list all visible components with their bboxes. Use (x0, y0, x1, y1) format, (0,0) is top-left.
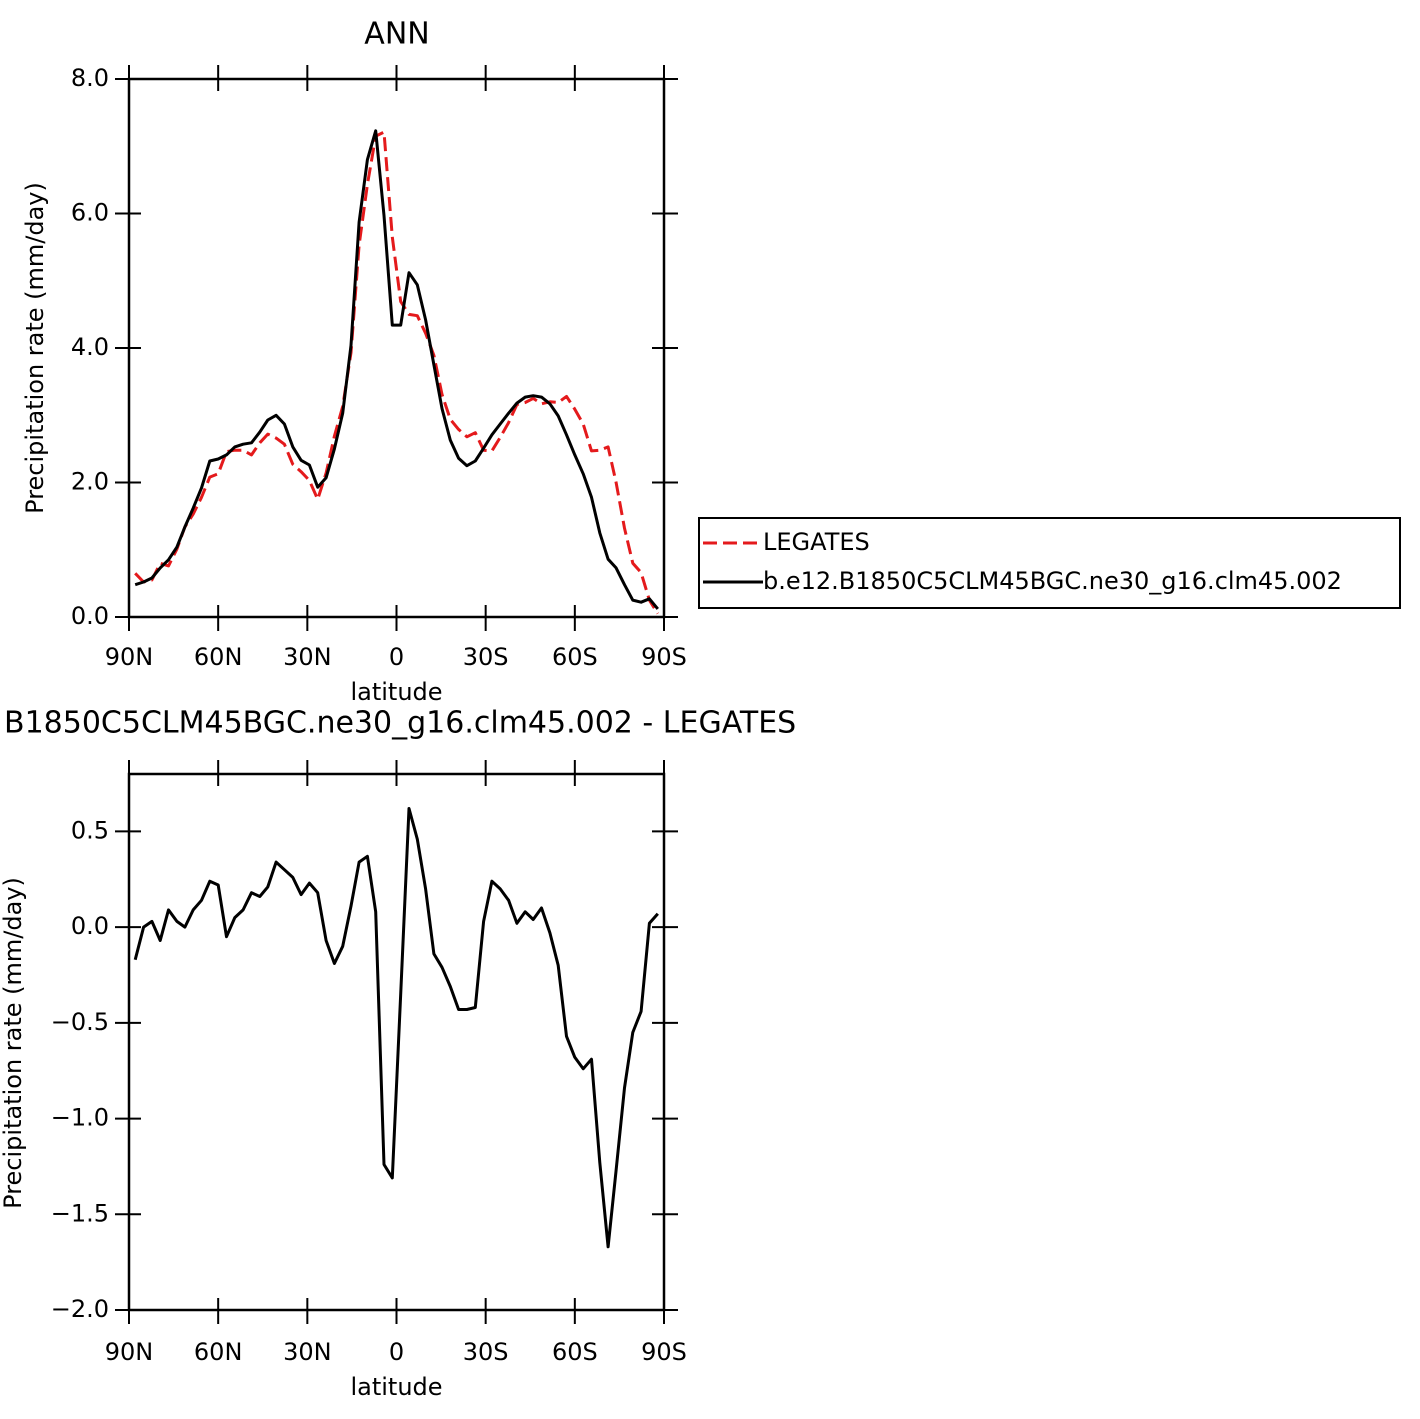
y-tick-label: −0.5 (51, 1008, 109, 1036)
y-tick-label: −2.0 (51, 1295, 109, 1323)
plot-frame (127, 77, 666, 619)
x-axis-label: latitude (350, 1373, 442, 1401)
x-tick-label: 60N (194, 643, 243, 671)
y-axis-label: Precipitation rate (mm/day) (0, 877, 27, 1209)
x-tick-label: 0 (389, 1338, 404, 1366)
data-line (134, 130, 660, 615)
x-tick-label: 60S (552, 643, 598, 671)
legend-label: b.e12.B1850C5CLM45BGC.ne30_g16.clm45.002 (763, 567, 1342, 595)
x-tick-label: 0 (389, 643, 404, 671)
x-tick-label: 90N (105, 1338, 154, 1366)
y-tick-label: 0.5 (71, 816, 109, 844)
legend-label: LEGATES (763, 528, 870, 556)
x-tick-label: 90N (105, 643, 154, 671)
chart-title: B1850C5CLM45BGC.ne30_g16.clm45.002 - LEG… (4, 706, 796, 741)
x-tick-label: 30N (283, 1338, 332, 1366)
y-tick-label: 4.0 (71, 333, 109, 361)
x-tick-label: 30S (463, 1338, 509, 1366)
plot-frame (127, 772, 666, 1312)
y-tick-label: 0.0 (71, 912, 109, 940)
legend-box (698, 517, 1401, 609)
x-tick-label: 60S (552, 1338, 598, 1366)
y-tick-label: −1.5 (51, 1199, 109, 1227)
y-tick-label: 0.0 (71, 602, 109, 630)
y-tick-label: 6.0 (71, 199, 109, 227)
data-line (133, 807, 659, 1249)
x-axis-label: latitude (350, 678, 442, 706)
y-tick-label: −1.0 (51, 1104, 109, 1132)
x-tick-label: 90S (641, 643, 687, 671)
x-tick-label: 60N (194, 1338, 243, 1366)
x-tick-label: 30S (463, 643, 509, 671)
data-line (134, 129, 659, 610)
x-tick-label: 90S (641, 1338, 687, 1366)
y-tick-label: 2.0 (71, 468, 109, 496)
chart-title: ANN (364, 17, 429, 52)
y-tick-label: 8.0 (71, 64, 109, 92)
y-axis-label: Precipitation rate (mm/day) (21, 182, 49, 514)
x-tick-label: 30N (283, 643, 332, 671)
